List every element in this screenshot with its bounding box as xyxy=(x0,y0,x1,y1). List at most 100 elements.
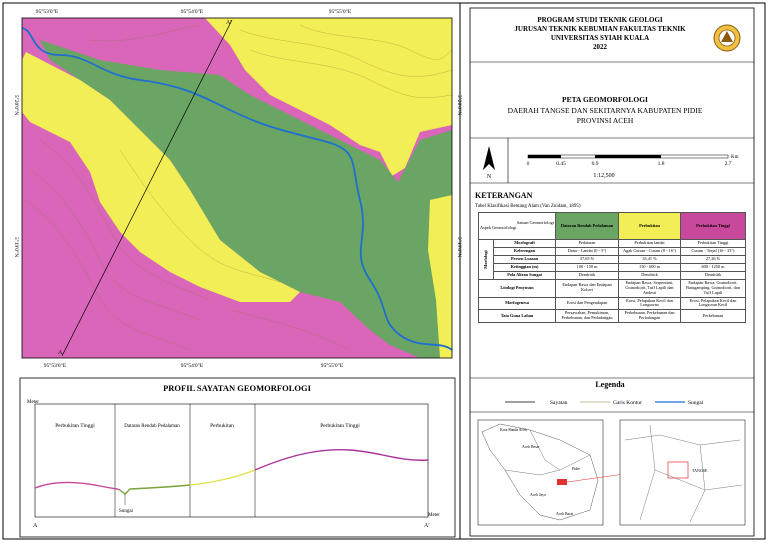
map-title: PETA GEOMORFOLOGI xyxy=(562,95,648,104)
profile-line xyxy=(34,481,121,491)
map: A A' 95°53'0"E 95°54'0"E 95°55'0"E 95°53… xyxy=(13,8,463,369)
legend-item: Garis Kontur xyxy=(613,400,642,406)
scale-tick: 0.45 xyxy=(556,161,566,167)
keterangan-subtitle: Tabel Klasifikasi Bentang Alam (Van Zuid… xyxy=(475,204,581,209)
coord-label: 95°53'0"E xyxy=(44,362,67,369)
study-area xyxy=(667,461,689,479)
inset-label: Kota Banda Aceh xyxy=(500,428,527,432)
unit-label: Perbukitan xyxy=(210,423,234,429)
coord-label: 5°20'0"N xyxy=(13,95,20,115)
legend-item: Sayatan xyxy=(550,400,568,406)
header-row: Satuan Geomorfologi Aspek Geomorfologi Dat… xyxy=(478,212,746,240)
study-area xyxy=(557,479,567,485)
table-cell: Endapan Rawa, Serpentinit, Granodiorit, … xyxy=(618,278,681,298)
table-cell: Endapan Rawa dan Endapan Koluvi xyxy=(555,278,619,298)
table-row: Ketinggian (m) 100 - 150 m 150 - 600 m 600 … xyxy=(479,262,746,272)
north-arrow xyxy=(483,146,495,170)
table-cell: 37,65 % xyxy=(555,254,619,264)
table-cell: 100 - 150 m xyxy=(555,262,619,272)
coord-label: 95°54'0"E xyxy=(181,362,204,369)
row-label: Tata Guna Lahan xyxy=(478,309,556,324)
contours xyxy=(24,24,453,351)
unit-label: Perbukitan Tinggi xyxy=(320,423,360,429)
table-cell: Pedataran xyxy=(555,239,619,248)
logo xyxy=(713,24,741,52)
institution: JURUSAN TEKNIK KEBUMIAN FAKULTAS TEKNIK xyxy=(514,25,686,33)
profile-end: A' xyxy=(424,523,429,529)
institution: UNIVERSITAS SYIAH KUALA xyxy=(551,34,649,42)
inset-left: Kota Banda Aceh Aceh Besar Pidie Aceh Ja… xyxy=(477,419,604,526)
axis-unit: Meter xyxy=(428,513,440,518)
corner-bottom: Aspek Geomorfologi xyxy=(480,225,517,230)
row-label: Ketinggian (m) xyxy=(493,262,556,272)
coord-label: 95°54'0"E xyxy=(181,8,204,15)
table-cell: Dendritik xyxy=(618,270,681,280)
inset-right: TANGSE xyxy=(619,419,746,526)
coord-label: 5°19'0"N xyxy=(13,237,20,257)
row-label: Morfografi xyxy=(493,239,556,248)
corner-cell: Satuan Geomorfologi Aspek Geomorfologi xyxy=(478,212,556,240)
table-cell: 27,26 % xyxy=(680,254,746,264)
table-cell: 35,41 % xyxy=(618,254,681,264)
unit-label: Dataran Rendah Pedalaman xyxy=(124,424,180,429)
unit-perbukitan xyxy=(428,195,452,358)
inset-label: Aceh Besar xyxy=(522,445,540,449)
table-row: Kelerengan Datar - Landai (0 - 5°) Agak Cu… xyxy=(479,246,746,256)
map-frame xyxy=(21,17,453,359)
table-row: Litologi Penyusun Endapan Rawa dan Endapa… xyxy=(478,278,746,298)
profile-plot xyxy=(34,403,429,518)
table-cell: Perkebunan, Perkebunan dan Perladangan xyxy=(618,309,681,324)
section-end: A' xyxy=(226,20,231,26)
row-label: Pola Aliran Sungai xyxy=(493,270,556,280)
table-cell: Perkebunan xyxy=(680,309,746,324)
table-cell: Dendritik xyxy=(555,270,619,280)
column-header: Perbukitan Tinggi xyxy=(680,212,746,240)
profile-line xyxy=(119,484,191,495)
table-cell: Endapan Rawa, Granodiorit, Batugamping, … xyxy=(680,278,746,298)
table-cell: Erosi, Pelapukan Kecil dan Longsoran Kec… xyxy=(680,296,746,311)
table-row: Persen Luasan 37,65 % 35,41 % 27,26 % xyxy=(479,254,746,264)
river xyxy=(21,27,453,351)
table-cell: Agak Curam - Curam (8 - 16°) xyxy=(618,246,681,256)
row-label: Morfogenesa xyxy=(478,296,556,311)
classification-table: Satuan Geomorfologi Aspek Geomorfologi Dat… xyxy=(478,212,746,324)
table-cell: Persawahan, Pemukiman, Perkebunan, dan P… xyxy=(555,309,619,324)
corner-top: Satuan Geomorfologi xyxy=(516,220,554,226)
row-label: Kelerengan xyxy=(493,246,556,256)
river-label: Sungai xyxy=(119,509,134,514)
table-cell: Erosi, Pelapukan Kecil dan Longsoran xyxy=(618,296,681,311)
scale-unit: Km xyxy=(731,155,739,160)
profile-frame xyxy=(19,377,456,538)
table-row: Morfologi Morfografi Pedataran Perbukitan l… xyxy=(478,239,746,280)
keterangan-title: KETERANGAN xyxy=(475,191,533,200)
scale-bar xyxy=(527,154,729,159)
table-cell: Datar - Landai (0 - 5°) xyxy=(555,246,619,256)
unit-perbukitan xyxy=(205,18,452,176)
profile-line xyxy=(189,469,256,486)
section-line xyxy=(61,19,233,357)
coord-label: 95°55'0"E xyxy=(329,8,352,15)
table-cell: 150 - 600 m xyxy=(618,262,681,272)
unit-dataran-rendah xyxy=(40,40,452,358)
inset-label: TANGSE xyxy=(692,468,708,473)
row-label: Persen Luasan xyxy=(493,254,556,264)
year: 2022 xyxy=(593,43,608,51)
north-label: N xyxy=(487,174,492,180)
table-row: Tata Guna Lahan Persawahan, Pemukiman, Pe… xyxy=(478,309,746,324)
column-header: Dataran Rendah Pedalaman xyxy=(555,212,619,240)
table-row: Morfogenesa Erosi dan Pengendapan Erosi, P… xyxy=(478,296,746,311)
table-cell: Dendritik xyxy=(680,270,746,280)
unit-perbukitan xyxy=(22,52,300,302)
scale-tick: 0.9 xyxy=(592,161,599,167)
info-panel: PROGRAM STUDI TEKNIK GEOLOGI JURUSAN TEK… xyxy=(459,3,755,539)
legend-item: Sungai xyxy=(688,400,704,406)
legend-title: Legenda xyxy=(595,380,624,389)
table-row: Pola Aliran Sungai Dendritik Dendritik Dend… xyxy=(479,270,746,280)
area: DAERAH TANGSE DAN SEKITARNYA KABUPATEN P… xyxy=(508,106,703,115)
inset-label: Aceh Jaya xyxy=(530,493,546,497)
scale-tick: 1.8 xyxy=(658,161,665,167)
table-cell: Perbukitan landai xyxy=(618,239,681,248)
panel-frame xyxy=(469,7,755,537)
coord-label: 95°55'0"E xyxy=(321,362,344,369)
coord-label: 95°53'0"E xyxy=(36,8,59,15)
